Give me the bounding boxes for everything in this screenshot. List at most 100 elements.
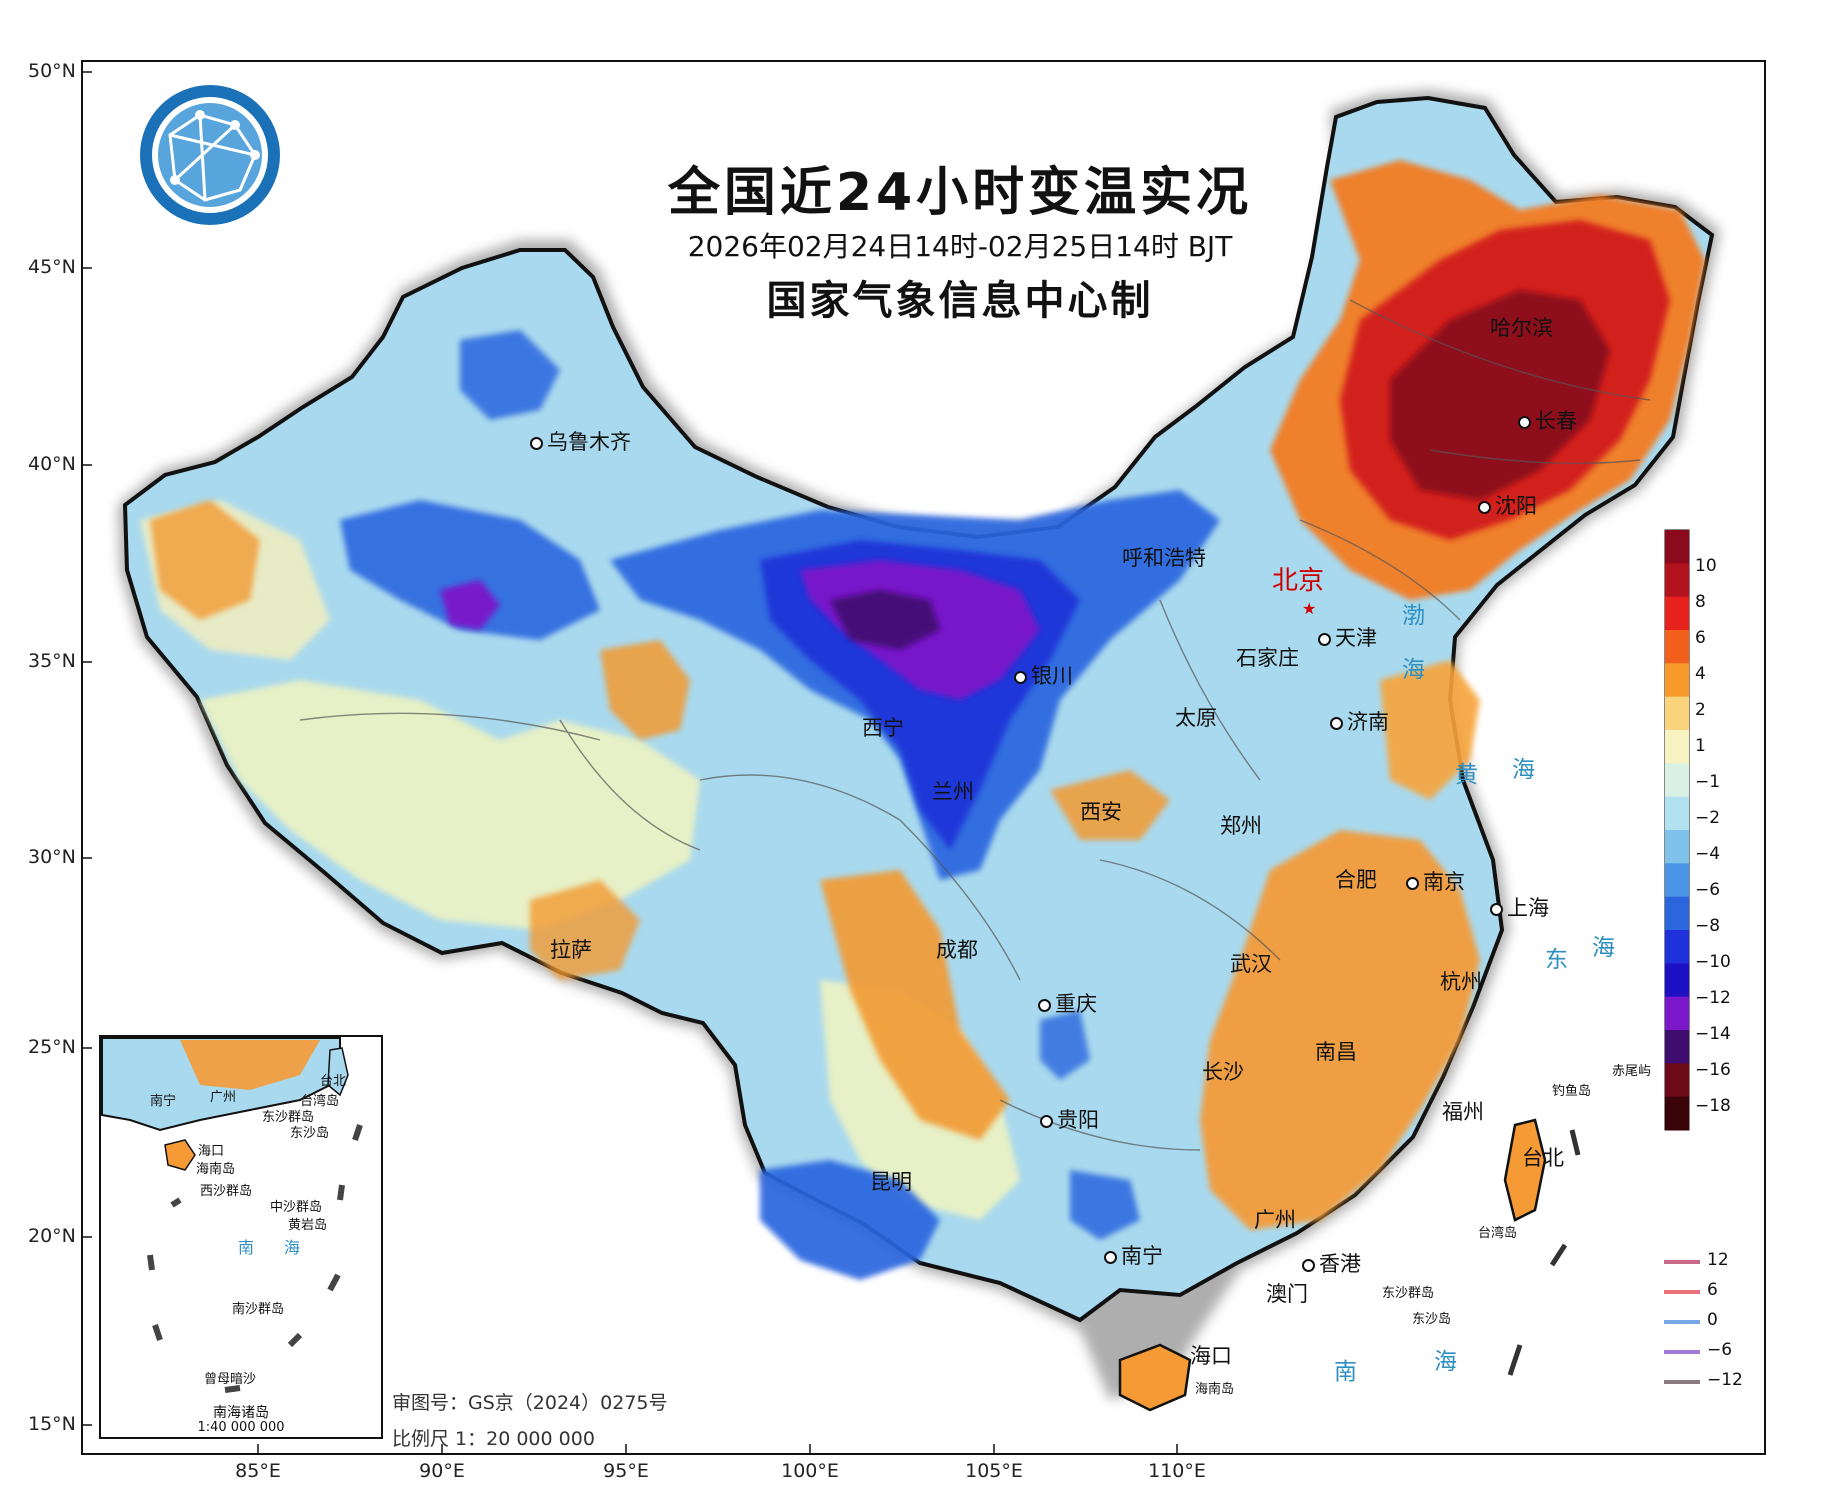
colorbar-tick: −8 xyxy=(1695,916,1721,936)
line-legend-label: −12 xyxy=(1707,1370,1743,1390)
sea-label: 海 xyxy=(1592,935,1629,961)
map-subtitle: 2026年02月24日14时-02月25日14时 BJT xyxy=(687,230,1233,263)
city-label: 郑州 xyxy=(1220,814,1262,838)
sea-label: 渤 xyxy=(1402,603,1439,629)
inset-label: 台湾岛 xyxy=(300,1094,340,1109)
city-label: 香港 xyxy=(1302,1248,1361,1278)
inset-taiwan xyxy=(327,1047,349,1097)
city-label: 南宁 xyxy=(1104,1240,1163,1270)
colorbar-tick: 8 xyxy=(1695,592,1706,612)
colorbar-tick: 10 xyxy=(1695,556,1717,576)
city-label: 呼和浩特 xyxy=(1122,546,1206,570)
weather-globe-logo xyxy=(140,85,280,225)
capital-star-icon: ★ xyxy=(1302,599,1316,618)
map-title: 全国近24小时变温实况 xyxy=(667,163,1253,223)
colorbar-tick: 4 xyxy=(1695,664,1706,684)
inset-label: 南宁 xyxy=(150,1094,177,1109)
colorbar-tick: 1 xyxy=(1695,736,1706,756)
city-label: 武汉 xyxy=(1230,952,1272,976)
city-dot-icon xyxy=(1014,670,1027,684)
region-warm-sichuan xyxy=(820,870,1010,1140)
inset-label: 广州 xyxy=(210,1090,237,1105)
city-label: 重庆 xyxy=(1038,988,1097,1018)
lat-label: 35°N xyxy=(28,650,76,672)
colorbar-tick: −18 xyxy=(1695,1096,1731,1116)
city-label: 昆明 xyxy=(870,1170,912,1194)
city-dot-icon xyxy=(1038,998,1051,1012)
line-legend-lines xyxy=(1664,1260,1700,1384)
city-label: 石家庄 xyxy=(1236,646,1299,670)
colorbar-block xyxy=(1665,596,1689,631)
inset-title: 南海诸岛 xyxy=(213,1405,269,1421)
lat-label: 15°N xyxy=(28,1413,76,1435)
colorbar-tick: −12 xyxy=(1695,988,1731,1008)
city-label: 广州 xyxy=(1254,1208,1296,1232)
province-boundaries xyxy=(299,299,1651,1151)
colorbar-block xyxy=(1665,1096,1689,1131)
sea-label: 海 xyxy=(1434,1349,1471,1375)
inset-label: 中沙群岛 xyxy=(270,1200,323,1215)
colorbar-tick: 2 xyxy=(1695,700,1706,720)
lat-label: 25°N xyxy=(28,1036,76,1058)
island-label: 海南岛 xyxy=(1195,1382,1235,1397)
city-label: 沈阳 xyxy=(1478,490,1537,520)
inset-sea-label: 海 xyxy=(284,1238,307,1257)
sea-label: 海 xyxy=(1512,757,1549,783)
lat-label: 50°N xyxy=(28,60,76,82)
colorbar-block xyxy=(1665,996,1689,1031)
city-dot-icon xyxy=(1478,500,1491,514)
line-legend-label: 12 xyxy=(1707,1250,1729,1270)
lon-label: 90°E xyxy=(419,1460,465,1482)
colorbar-block xyxy=(1665,730,1689,764)
city-dot-icon xyxy=(1040,1114,1053,1128)
city-dot-icon xyxy=(1318,632,1331,646)
colorbar-block xyxy=(1665,663,1689,698)
city-label: 拉萨 xyxy=(550,938,592,962)
city-label: 福州 xyxy=(1442,1100,1484,1124)
lon-label: 100°E xyxy=(781,1460,839,1482)
region-warm-east xyxy=(1380,660,1480,800)
inset-label: 黄岩岛 xyxy=(288,1218,328,1233)
inset-nine-dash-line xyxy=(147,1124,363,1393)
capital-label: 北京 xyxy=(1272,566,1325,596)
colorbar-block xyxy=(1665,930,1689,964)
city-label: 西宁 xyxy=(862,716,904,740)
colorbar-block xyxy=(1665,1063,1689,1098)
lon-label: 95°E xyxy=(603,1460,649,1482)
city-label: 上海 xyxy=(1490,892,1549,922)
city-label: 合肥 xyxy=(1335,868,1377,892)
region-warm-xian xyxy=(1050,770,1170,840)
lat-label: 30°N xyxy=(28,846,76,868)
colorbar-tick: −14 xyxy=(1695,1024,1731,1044)
region-cold-yunnan xyxy=(760,1160,940,1280)
colorbar-tick: −16 xyxy=(1695,1060,1731,1080)
colorbar-tick: −1 xyxy=(1695,772,1721,792)
region-cold-guangxi xyxy=(1070,1170,1140,1240)
city-dot-icon xyxy=(530,436,543,450)
lon-label: 105°E xyxy=(965,1460,1023,1482)
colorbar-block xyxy=(1665,563,1689,598)
colorbar-block xyxy=(1665,1030,1689,1064)
line-legend-label: −6 xyxy=(1707,1340,1733,1360)
city-dot-icon xyxy=(1330,716,1343,730)
city-label: 澳门 xyxy=(1266,1282,1308,1306)
map-producer: 国家气象信息中心制 xyxy=(766,278,1154,324)
colorbar-block xyxy=(1665,763,1689,798)
city-label: 兰州 xyxy=(932,780,974,804)
region-deep-purple xyxy=(830,590,940,650)
taiwan-island xyxy=(1503,1118,1547,1222)
city-label: 台北 xyxy=(1522,1146,1564,1170)
region-warm-xinjiang-w xyxy=(150,500,260,620)
inset-label: 东沙岛 xyxy=(290,1126,330,1141)
colorbar-block xyxy=(1665,863,1689,898)
lat-label: 40°N xyxy=(28,453,76,475)
sea-label: 海 xyxy=(1402,657,1439,683)
colorbar-block xyxy=(1665,696,1689,731)
nine-dash-line xyxy=(1507,1129,1581,1376)
sea-label: 东 xyxy=(1545,947,1582,973)
scale-label: 比例尺 1：20 000 000 xyxy=(392,1428,595,1450)
lat-label: 20°N xyxy=(28,1225,76,1247)
city-label: 长沙 xyxy=(1202,1060,1244,1084)
